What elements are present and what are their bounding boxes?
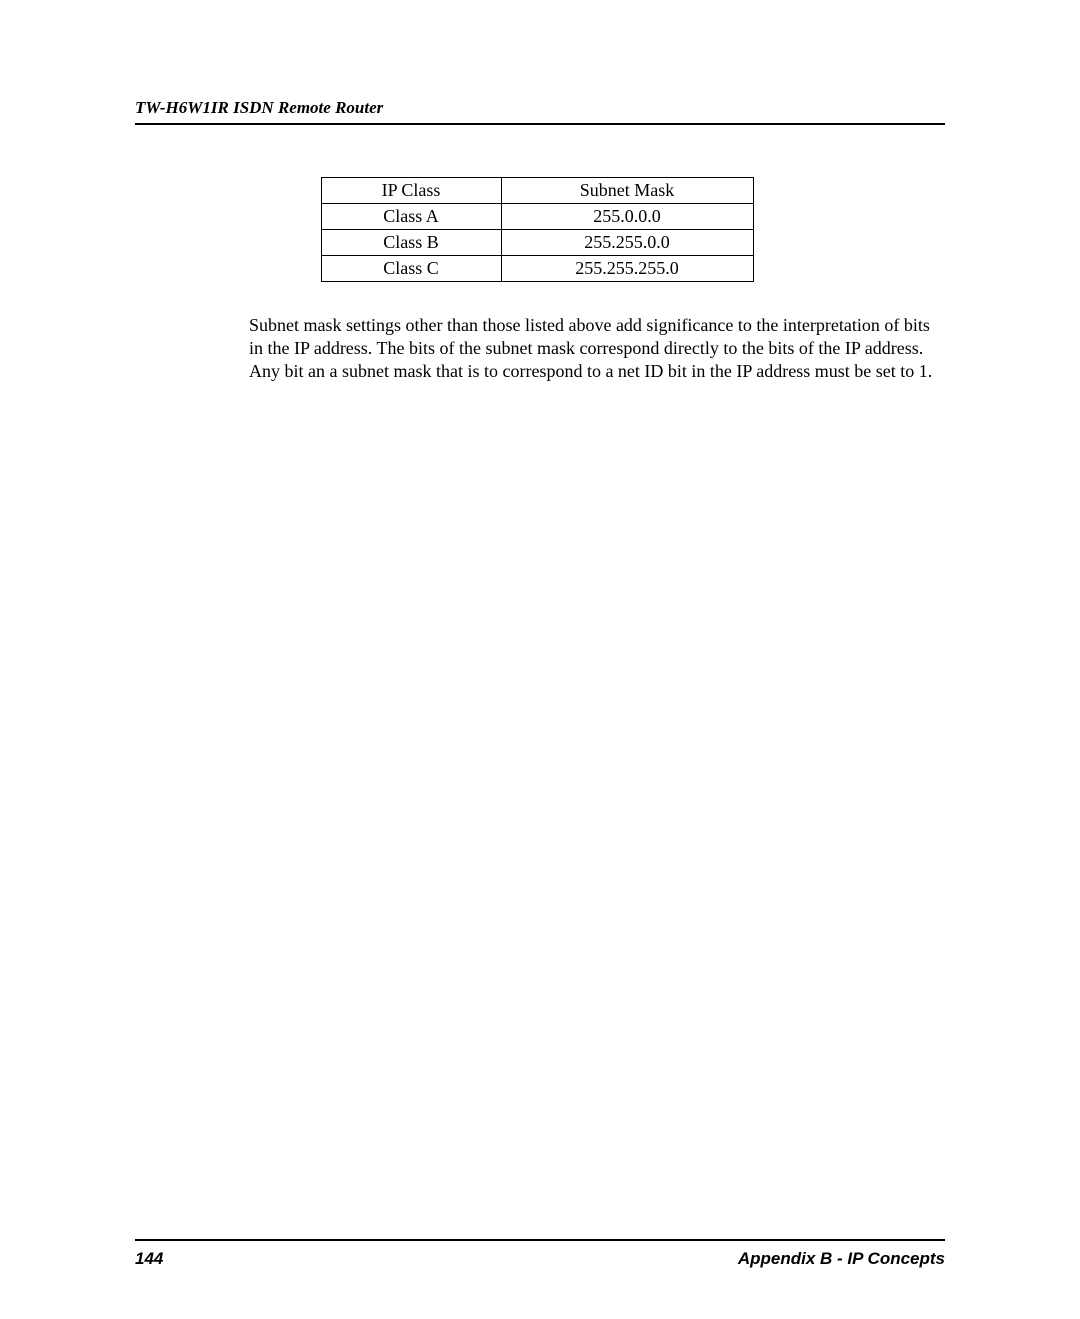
table-cell: Class C — [321, 256, 501, 282]
table-cell: 255.255.255.0 — [501, 256, 753, 282]
footer-section-title: Appendix B - IP Concepts — [738, 1249, 945, 1269]
table-header-subnetmask: Subnet Mask — [501, 178, 753, 204]
table-row: IP Class Subnet Mask — [321, 178, 753, 204]
page-footer: 144 Appendix B - IP Concepts — [135, 1239, 945, 1269]
table-row: Class C 255.255.255.0 — [321, 256, 753, 282]
table-row: Class A 255.0.0.0 — [321, 204, 753, 230]
table-cell: 255.0.0.0 — [501, 204, 753, 230]
table-cell: Class A — [321, 204, 501, 230]
subnet-mask-table: IP Class Subnet Mask Class A 255.0.0.0 C… — [321, 177, 754, 282]
table-cell: 255.255.0.0 — [501, 230, 753, 256]
page-number: 144 — [135, 1249, 163, 1269]
table-header-ipclass: IP Class — [321, 178, 501, 204]
table-cell: Class B — [321, 230, 501, 256]
body-paragraph: Subnet mask settings other than those li… — [249, 314, 945, 383]
table-row: Class B 255.255.0.0 — [321, 230, 753, 256]
running-header: TW-H6W1IR ISDN Remote Router — [135, 98, 945, 125]
content-area: IP Class Subnet Mask Class A 255.0.0.0 C… — [249, 177, 945, 383]
